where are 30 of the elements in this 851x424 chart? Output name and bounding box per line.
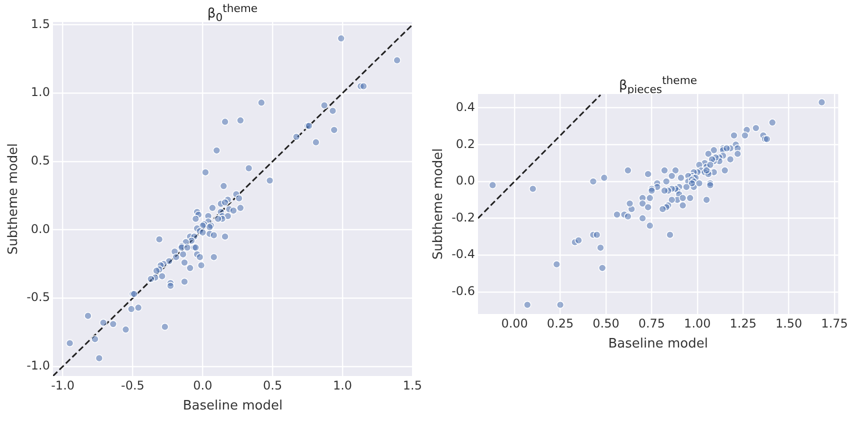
x-tick-label: 0.50 <box>592 316 620 330</box>
x-tick-label: 1.25 <box>730 316 756 330</box>
x-tick-label: 0.00 <box>501 316 528 330</box>
y-tick-label: 0.0 <box>30 222 50 236</box>
x-tick-label: 1.00 <box>684 316 711 330</box>
y-tick-label: 0.5 <box>30 154 50 168</box>
y-tick-label: -0.5 <box>26 290 50 304</box>
x-tick-label: -1.0 <box>51 378 75 392</box>
x-tick-label: 1.75 <box>821 316 848 330</box>
x-tick-label: 1.0 <box>332 378 352 392</box>
x-axis-title: Baseline model <box>182 398 283 414</box>
y-axis-title: Subtheme model <box>431 148 446 260</box>
x-axis-title: Baseline model <box>608 336 708 352</box>
x-tick-label: 0.75 <box>638 316 666 330</box>
x-tick-label: 0.0 <box>193 378 212 392</box>
y-tick-label: 1.5 <box>30 16 50 31</box>
y-tick-label: 1.0 <box>30 85 50 100</box>
x-tick-label: 0.5 <box>263 378 282 392</box>
y-tick-label: -0.2 <box>452 210 476 224</box>
y-tick-label: 0.4 <box>456 100 476 114</box>
x-tick-label: 1.50 <box>775 316 802 330</box>
x-tick-label: 0.25 <box>546 316 574 330</box>
y-axis-title: Subtheme model <box>6 143 22 255</box>
x-tick-label: 1.5 <box>402 378 422 392</box>
y-tick-label: 0.0 <box>456 174 476 188</box>
y-tick-label: -1.0 <box>26 358 50 373</box>
y-tick-label: -0.4 <box>452 247 476 262</box>
x-tick-label: -0.5 <box>121 378 144 392</box>
y-tick-label: 0.2 <box>456 136 476 151</box>
y-tick-label: -0.6 <box>452 284 476 298</box>
